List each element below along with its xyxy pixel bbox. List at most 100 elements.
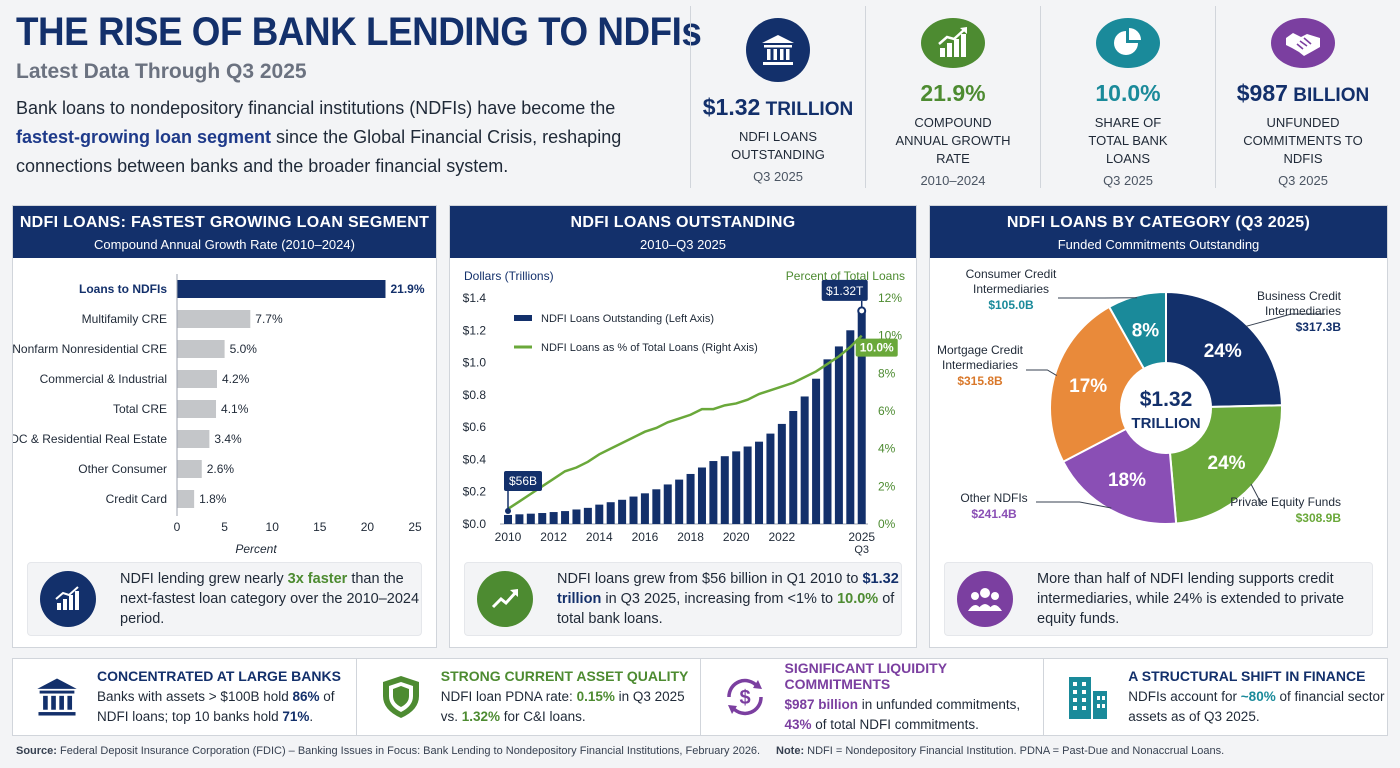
slice-amount-label: $315.8B <box>957 374 1003 388</box>
x-tick-label: 2012 <box>540 530 567 544</box>
takeaway-text: NDFI loan PDNA rate: 0.15% in Q3 2025 vs… <box>441 687 700 727</box>
takeaway-highlight: 1.32% <box>461 708 501 724</box>
bar <box>583 507 592 524</box>
x-tick-label: 2010 <box>495 530 522 544</box>
bar <box>846 330 855 524</box>
left-tick-label: $0.6 <box>463 420 487 434</box>
bar-value-label: 5.0% <box>230 342 258 356</box>
bar <box>709 461 718 524</box>
page-subtitle: Latest Data Through Q3 2025 <box>16 60 307 83</box>
bar <box>177 310 251 328</box>
kpi-unit: TRILLION <box>760 99 854 120</box>
bar <box>504 514 512 524</box>
annotation-label: $56B <box>509 474 537 488</box>
bar-value-label: 21.9% <box>390 282 424 296</box>
bar <box>766 433 775 524</box>
kpi-number: 10.0% <box>1095 80 1161 106</box>
takeaway-body: STRONG CURRENT ASSET QUALITY NDFI loan P… <box>441 668 700 727</box>
slice-leader-line <box>1036 501 1112 509</box>
bar-value-label: 1.8% <box>199 492 227 506</box>
takeaway-body: SIGNIFICANT LIQUIDITY COMMITMENTS $987 b… <box>785 660 1044 735</box>
takeaway-highlight: $987 billion <box>784 696 859 712</box>
slice-leader-line <box>1026 369 1057 376</box>
bar <box>720 456 729 524</box>
takeaway-part: of financial sector assets as of Q3 2025… <box>1128 688 1385 724</box>
bar <box>538 513 547 524</box>
kpi-unit: BILLION <box>1287 85 1370 106</box>
bar <box>800 396 809 524</box>
bar <box>177 490 195 508</box>
takeaway-highlight: 86% <box>292 688 320 704</box>
svg-text:$: $ <box>739 687 750 709</box>
kpi-label: SHARE OF TOTAL BANK LOANS <box>1088 115 1168 166</box>
bar-value-label: 4.1% <box>221 402 249 416</box>
legend-label: NDFI Loans Outstanding (Left Axis) <box>541 313 714 325</box>
dollar-cycle-icon: $ <box>719 671 771 723</box>
right-tick-label: 4% <box>878 442 896 456</box>
bar <box>857 310 866 524</box>
x-tick-label: 0 <box>174 520 181 534</box>
left-tick-label: $1.4 <box>463 291 487 305</box>
category-label: Total CRE <box>113 402 167 416</box>
annotation-box <box>821 279 868 301</box>
panel-subtitle: Funded Commitments Outstanding <box>1057 237 1260 252</box>
bar <box>743 446 752 524</box>
takeaway-highlight: 71% <box>282 708 310 724</box>
slice-leader-line <box>1250 483 1263 505</box>
takeaway-liquidity: $ SIGNIFICANT LIQUIDITY COMMITMENTS $987… <box>699 659 1044 735</box>
bar <box>595 504 604 524</box>
takeaway-title: STRONG CURRENT ASSET QUALITY <box>440 667 689 684</box>
kpi-value: $987 BILLION <box>1237 80 1369 107</box>
x-tick-label: 2020 <box>723 530 750 544</box>
category-label: Nonfarm Nonresidential CRE <box>13 342 167 356</box>
footer-text: NDFI = Nondepository Financial Instituti… <box>804 745 1225 757</box>
callout-text: More than half of NDFI lending supports … <box>1037 571 1345 627</box>
takeaway-body: A STRUCTURAL SHIFT IN FINANCE NDFIs acco… <box>1128 668 1387 727</box>
callout-part: NDFI lending grew nearly <box>120 571 288 587</box>
kpi-value: $1.32 TRILLION <box>703 94 853 121</box>
kpi-number: $1.32 <box>702 94 761 120</box>
intro-part: Bank loans to nondepository financial in… <box>16 98 616 118</box>
callout-part: of total bank loans. <box>557 591 895 627</box>
takeaway-part: . <box>309 708 314 724</box>
slice-name-label: Business Credit <box>1257 289 1342 303</box>
slice-name-label: Other NDFIs <box>960 491 1027 505</box>
footer-label: Note: <box>776 745 805 757</box>
bar <box>618 499 627 524</box>
panel-title: NDFI LOANS BY CATEGORY (Q3 2025) <box>1006 214 1311 231</box>
bar <box>777 423 786 524</box>
left-tick-label: $0.4 <box>463 452 487 466</box>
x-tick-label: 10 <box>266 520 280 534</box>
takeaway-strip: CONCENTRATED AT LARGE BANKS Banks with a… <box>12 658 1388 736</box>
legend-swatch-bars <box>514 315 532 321</box>
slice-name-label: Consumer Credit <box>966 267 1057 281</box>
bar <box>177 460 202 478</box>
kpi-label: NDFI LOANS OUTSTANDING <box>731 129 825 162</box>
cagr-bar-chart: Loans to NDFIs 21.9% Multifamily CRE 7.7% No… <box>13 274 425 556</box>
category-label: Loans to NDFIs <box>79 282 167 296</box>
shield-icon <box>375 671 427 723</box>
kpi-period: Q3 2025 <box>753 169 803 184</box>
annotation-box <box>855 338 898 357</box>
category-label: Other Consumer <box>78 462 167 476</box>
footer-source: Source: Federal Deposit Insurance Corpor… <box>16 745 760 757</box>
takeaway-title: A STRUCTURAL SHIFT IN FINANCE <box>1128 667 1366 684</box>
trend-up-icon <box>477 571 533 627</box>
bar <box>652 489 661 524</box>
annotation-label: $1.32T <box>826 284 864 298</box>
kpi-label: UNFUNDED COMMITMENTS TO NDFIs <box>1243 115 1363 166</box>
takeaway-highlight: 43% <box>784 716 812 732</box>
left-tick-label: $0.0 <box>463 517 487 531</box>
takeaway-part: NDFIs account for <box>1128 688 1241 704</box>
bar <box>834 346 843 524</box>
takeaway-text: $987 billion in unfunded commitments, 43… <box>785 695 1044 735</box>
bar <box>561 511 570 524</box>
slice-name-label: Intermediaries <box>942 358 1018 372</box>
bar-value-label: 7.7% <box>255 312 283 326</box>
left-tick-label: $1.2 <box>463 323 487 337</box>
pie-chart-icon <box>1096 18 1160 68</box>
kpi-row: $1.32 TRILLION NDFI LOANS OUTSTANDING Q3… <box>690 6 1390 188</box>
right-tick-label: 8% <box>878 366 896 380</box>
bar <box>755 441 764 524</box>
left-tick-label: $0.2 <box>463 485 487 499</box>
